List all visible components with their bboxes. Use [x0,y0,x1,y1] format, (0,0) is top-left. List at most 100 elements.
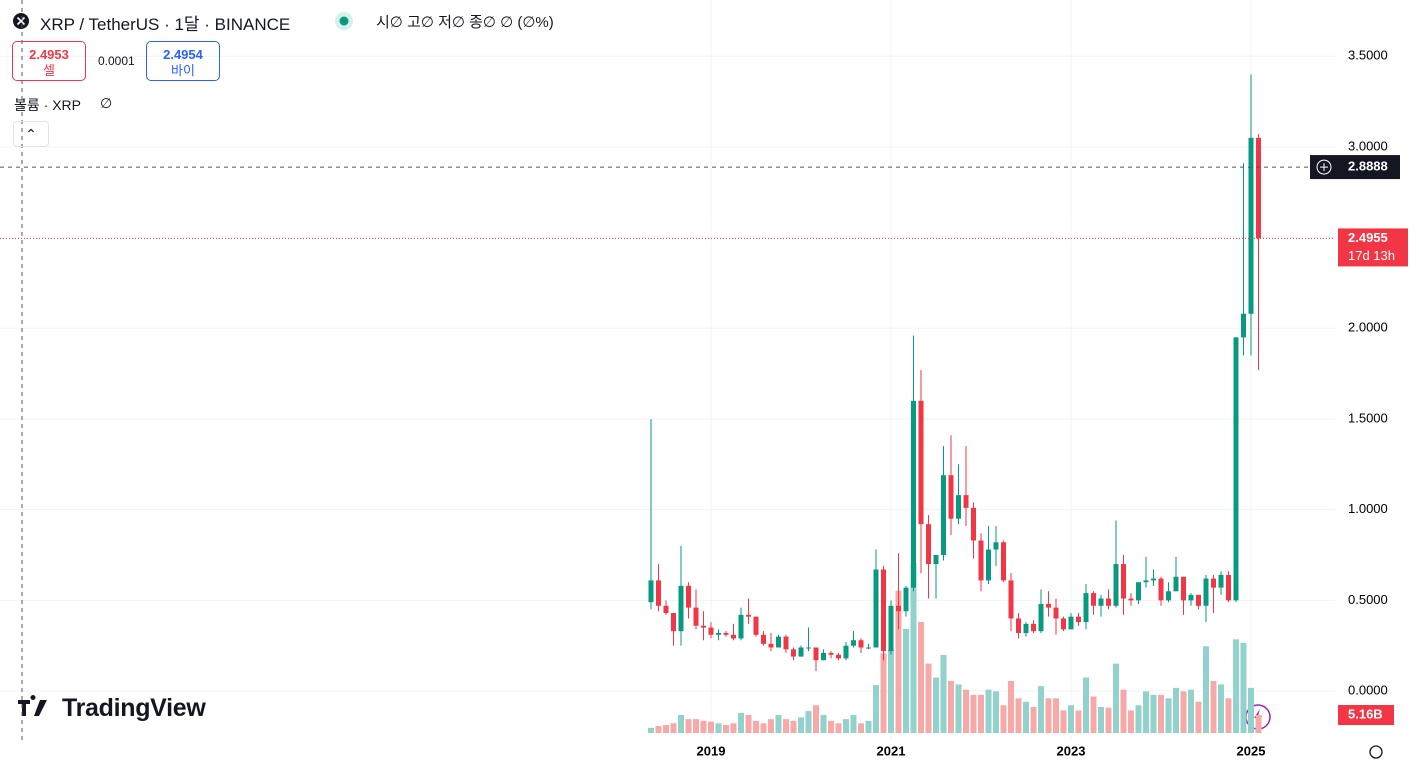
volume-bar [1038,686,1044,733]
candle-body [1143,580,1149,583]
volume-bar [873,685,879,733]
volume-bar [1045,698,1052,733]
candle-body [1226,574,1231,601]
candle-body [986,549,991,581]
y-tick-label: 2.0000 [1348,320,1388,335]
candle-body [1136,582,1141,601]
volume-bar [903,628,909,733]
volume-bar [798,717,804,733]
volume-bar [1143,691,1149,733]
candle-body [836,654,841,659]
candle-body [926,524,931,565]
candle-body [813,647,819,661]
crosshair-plus [1316,159,1332,175]
candle-body [723,632,729,635]
y-tick-label: 1.0000 [1348,501,1388,516]
volume-bar [850,714,857,733]
volume-label: 5.16B [1348,706,1383,721]
candle-body [701,625,706,628]
candle-body [1158,578,1164,601]
candle-body [1188,594,1194,601]
crosshair-price: 2.8888 [1348,159,1388,174]
candle-body [1196,594,1201,606]
volume-bar [1053,698,1059,733]
candle-body [881,569,886,652]
candle-body [1023,623,1029,633]
volume-bar [1128,710,1134,733]
candle-body [858,640,864,648]
sell-button[interactable]: 2.4953 셀 [12,41,86,81]
volume-bar [790,720,797,733]
candle-body [1053,607,1059,619]
countdown: 17d 13h [1348,248,1395,263]
volume-bar [925,663,932,733]
volume-bar [1030,706,1037,733]
logo-text: TradingView [62,694,206,722]
candle-body [843,645,849,659]
candle-body [1061,618,1066,630]
settings-icon[interactable] [1369,745,1383,759]
candle-body [776,636,781,648]
symbol-title: XRP / TetherUS · 1달 · BINANCE [40,15,291,34]
candle-body [851,640,856,646]
volume-bar [985,689,992,733]
candle-body [1113,564,1119,606]
volume-bar [940,654,947,733]
candle-body [1106,598,1111,606]
candle-body [933,555,939,565]
y-tick-label: 0.5000 [1348,592,1388,607]
buy-button[interactable]: 2.4954 바이 [146,41,220,81]
volume-bar [760,723,767,733]
volume-bar [768,719,774,733]
volume-bar [1105,707,1112,733]
volume-bar [993,691,999,733]
volume-tag [1338,705,1394,725]
volume-bar [1240,642,1247,733]
volume-bar [1000,705,1007,733]
candle-body [1121,564,1126,599]
volume-bar [1233,639,1239,733]
candle-body [761,634,766,644]
candle-body [686,585,691,608]
candle-body [828,652,834,655]
candle-body [1211,578,1216,588]
y-tick-label: 3.5000 [1348,48,1388,63]
volume-bar [738,712,744,733]
crosshair-plus-sign [1320,163,1328,172]
volume-bar [775,714,782,733]
volume-bar [880,653,887,733]
volume-bar [1060,710,1067,733]
candle-body [948,475,954,519]
last-price-tag [1338,228,1408,267]
volume-bar [1173,687,1179,733]
candle-body [791,649,796,657]
volume-bar [663,725,669,733]
buy-label: 바이 [171,63,195,78]
sell-label: 셀 [43,63,55,78]
candle-body [806,647,811,649]
candle-body [1001,542,1006,581]
volume-bar [1113,663,1119,733]
status-dot [339,16,349,26]
candle-body [1076,616,1081,623]
candle-body [746,614,751,617]
volume-bar [1120,689,1127,733]
candle-body [1046,603,1051,608]
volume-bar [955,684,962,733]
candle-body [1233,337,1239,601]
candle-body [678,585,684,632]
collapse-button[interactable]: ⌃ [13,121,49,147]
candle-body [798,647,804,657]
ohlc-readout: 시∅ 고∅ 저∅ 종∅ ∅ (∅%) [376,14,554,31]
volume-bar [783,719,789,733]
candle-body [1241,313,1246,338]
buy-price: 2.4954 [163,47,203,62]
volume-bar [963,689,969,733]
candle-body [1031,623,1036,632]
last-price-label: 2.4955 [1348,230,1388,245]
candle-body [911,400,916,588]
volume-bar [1210,680,1217,733]
candle-body [866,647,871,649]
volume-bar [1195,701,1202,733]
